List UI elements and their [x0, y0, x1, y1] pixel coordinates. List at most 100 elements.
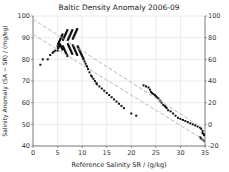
point [47, 58, 49, 60]
y2-tick [205, 124, 207, 125]
point [94, 80, 96, 82]
y2-tick-label: -20 [208, 142, 219, 150]
dashed-line [33, 34, 205, 140]
y2-tick-label: 0 [208, 121, 212, 129]
point [87, 68, 89, 70]
plot-area [33, 19, 205, 141]
y2-tick [205, 146, 207, 147]
y2-tick [205, 16, 207, 17]
x-tick [106, 146, 107, 148]
point [113, 98, 115, 100]
point [71, 29, 73, 31]
x-tick [155, 146, 156, 148]
y2-tick-label: 40 [208, 77, 216, 85]
point [76, 28, 78, 30]
point [203, 134, 205, 136]
point [66, 29, 68, 31]
point [197, 126, 199, 128]
x-tick [131, 146, 132, 148]
point [143, 84, 145, 86]
y2-tick [205, 102, 207, 103]
x-tick-label: 30 [176, 149, 184, 157]
y-tick-label: 60 [22, 99, 30, 107]
point [118, 103, 120, 105]
y-axis-label: Salinity Anomaly (SA − SR) / (mg/kg) [1, 25, 9, 136]
grid-line [33, 16, 205, 17]
x-tick-label: 0 [31, 149, 35, 157]
y-tick-label: 50 [22, 121, 30, 129]
scatter-points [39, 28, 205, 142]
title: Baltic Density Anomaly 2006-09 [59, 3, 180, 12]
point [84, 61, 86, 63]
point [39, 64, 41, 66]
point [149, 89, 151, 91]
point [116, 101, 118, 103]
point [189, 122, 191, 124]
x-tick [180, 146, 181, 148]
y2-tick-label: 60 [208, 56, 216, 64]
y2-tick [205, 37, 207, 38]
point [61, 33, 63, 35]
point [106, 92, 108, 94]
y-tick-label: 100 [18, 12, 30, 20]
y-tick [31, 102, 33, 103]
y-tick [31, 37, 33, 38]
y2-tick-label: 80 [208, 34, 216, 42]
grid [33, 16, 205, 146]
x-tick-label: 15 [103, 149, 111, 157]
y-tick [31, 146, 33, 147]
point [130, 113, 132, 115]
point [85, 63, 87, 65]
y2-tick-label: 20 [208, 99, 216, 107]
point [108, 94, 110, 96]
point [71, 53, 73, 55]
point [145, 85, 147, 87]
grid-line [33, 59, 205, 60]
point [96, 83, 98, 85]
y-tick [31, 16, 33, 17]
point [170, 110, 172, 112]
grid-line [33, 146, 205, 147]
point [175, 115, 177, 117]
point [92, 78, 94, 80]
x-tick-label: 5 [56, 149, 60, 157]
y-tick-label: 90 [22, 34, 30, 42]
point [98, 85, 100, 87]
axes: 05101520253035405060708090100-2002040608… [18, 12, 221, 157]
x-axis-label: Reference Salinity SR / (g/kg) [71, 161, 166, 169]
point [202, 130, 204, 132]
point [76, 54, 78, 56]
y-tick [31, 124, 33, 125]
point [147, 87, 149, 89]
y2-tick [205, 59, 207, 60]
point [91, 76, 93, 78]
point [89, 71, 91, 73]
point [103, 90, 105, 92]
point [123, 107, 125, 109]
x-axis-line [33, 146, 205, 147]
point [184, 120, 186, 122]
point [83, 58, 85, 60]
point [101, 88, 103, 90]
x-tick [82, 146, 83, 148]
y-tick [31, 59, 33, 60]
grid-line [33, 81, 205, 82]
point [187, 121, 189, 123]
y-tick-label: 80 [22, 56, 30, 64]
point [194, 124, 196, 126]
y-tick-label: 70 [22, 77, 30, 85]
x-tick-label: 20 [127, 149, 135, 157]
point [111, 96, 113, 98]
point [172, 113, 174, 115]
point [120, 105, 122, 107]
y-tick [31, 81, 33, 82]
point [42, 58, 44, 60]
point [135, 115, 137, 117]
y2-tick-label: 100 [208, 12, 220, 20]
point [167, 109, 169, 111]
point [182, 119, 184, 121]
point [166, 107, 168, 109]
point [49, 54, 51, 56]
y-tick-label: 40 [22, 142, 30, 150]
point [177, 117, 179, 119]
